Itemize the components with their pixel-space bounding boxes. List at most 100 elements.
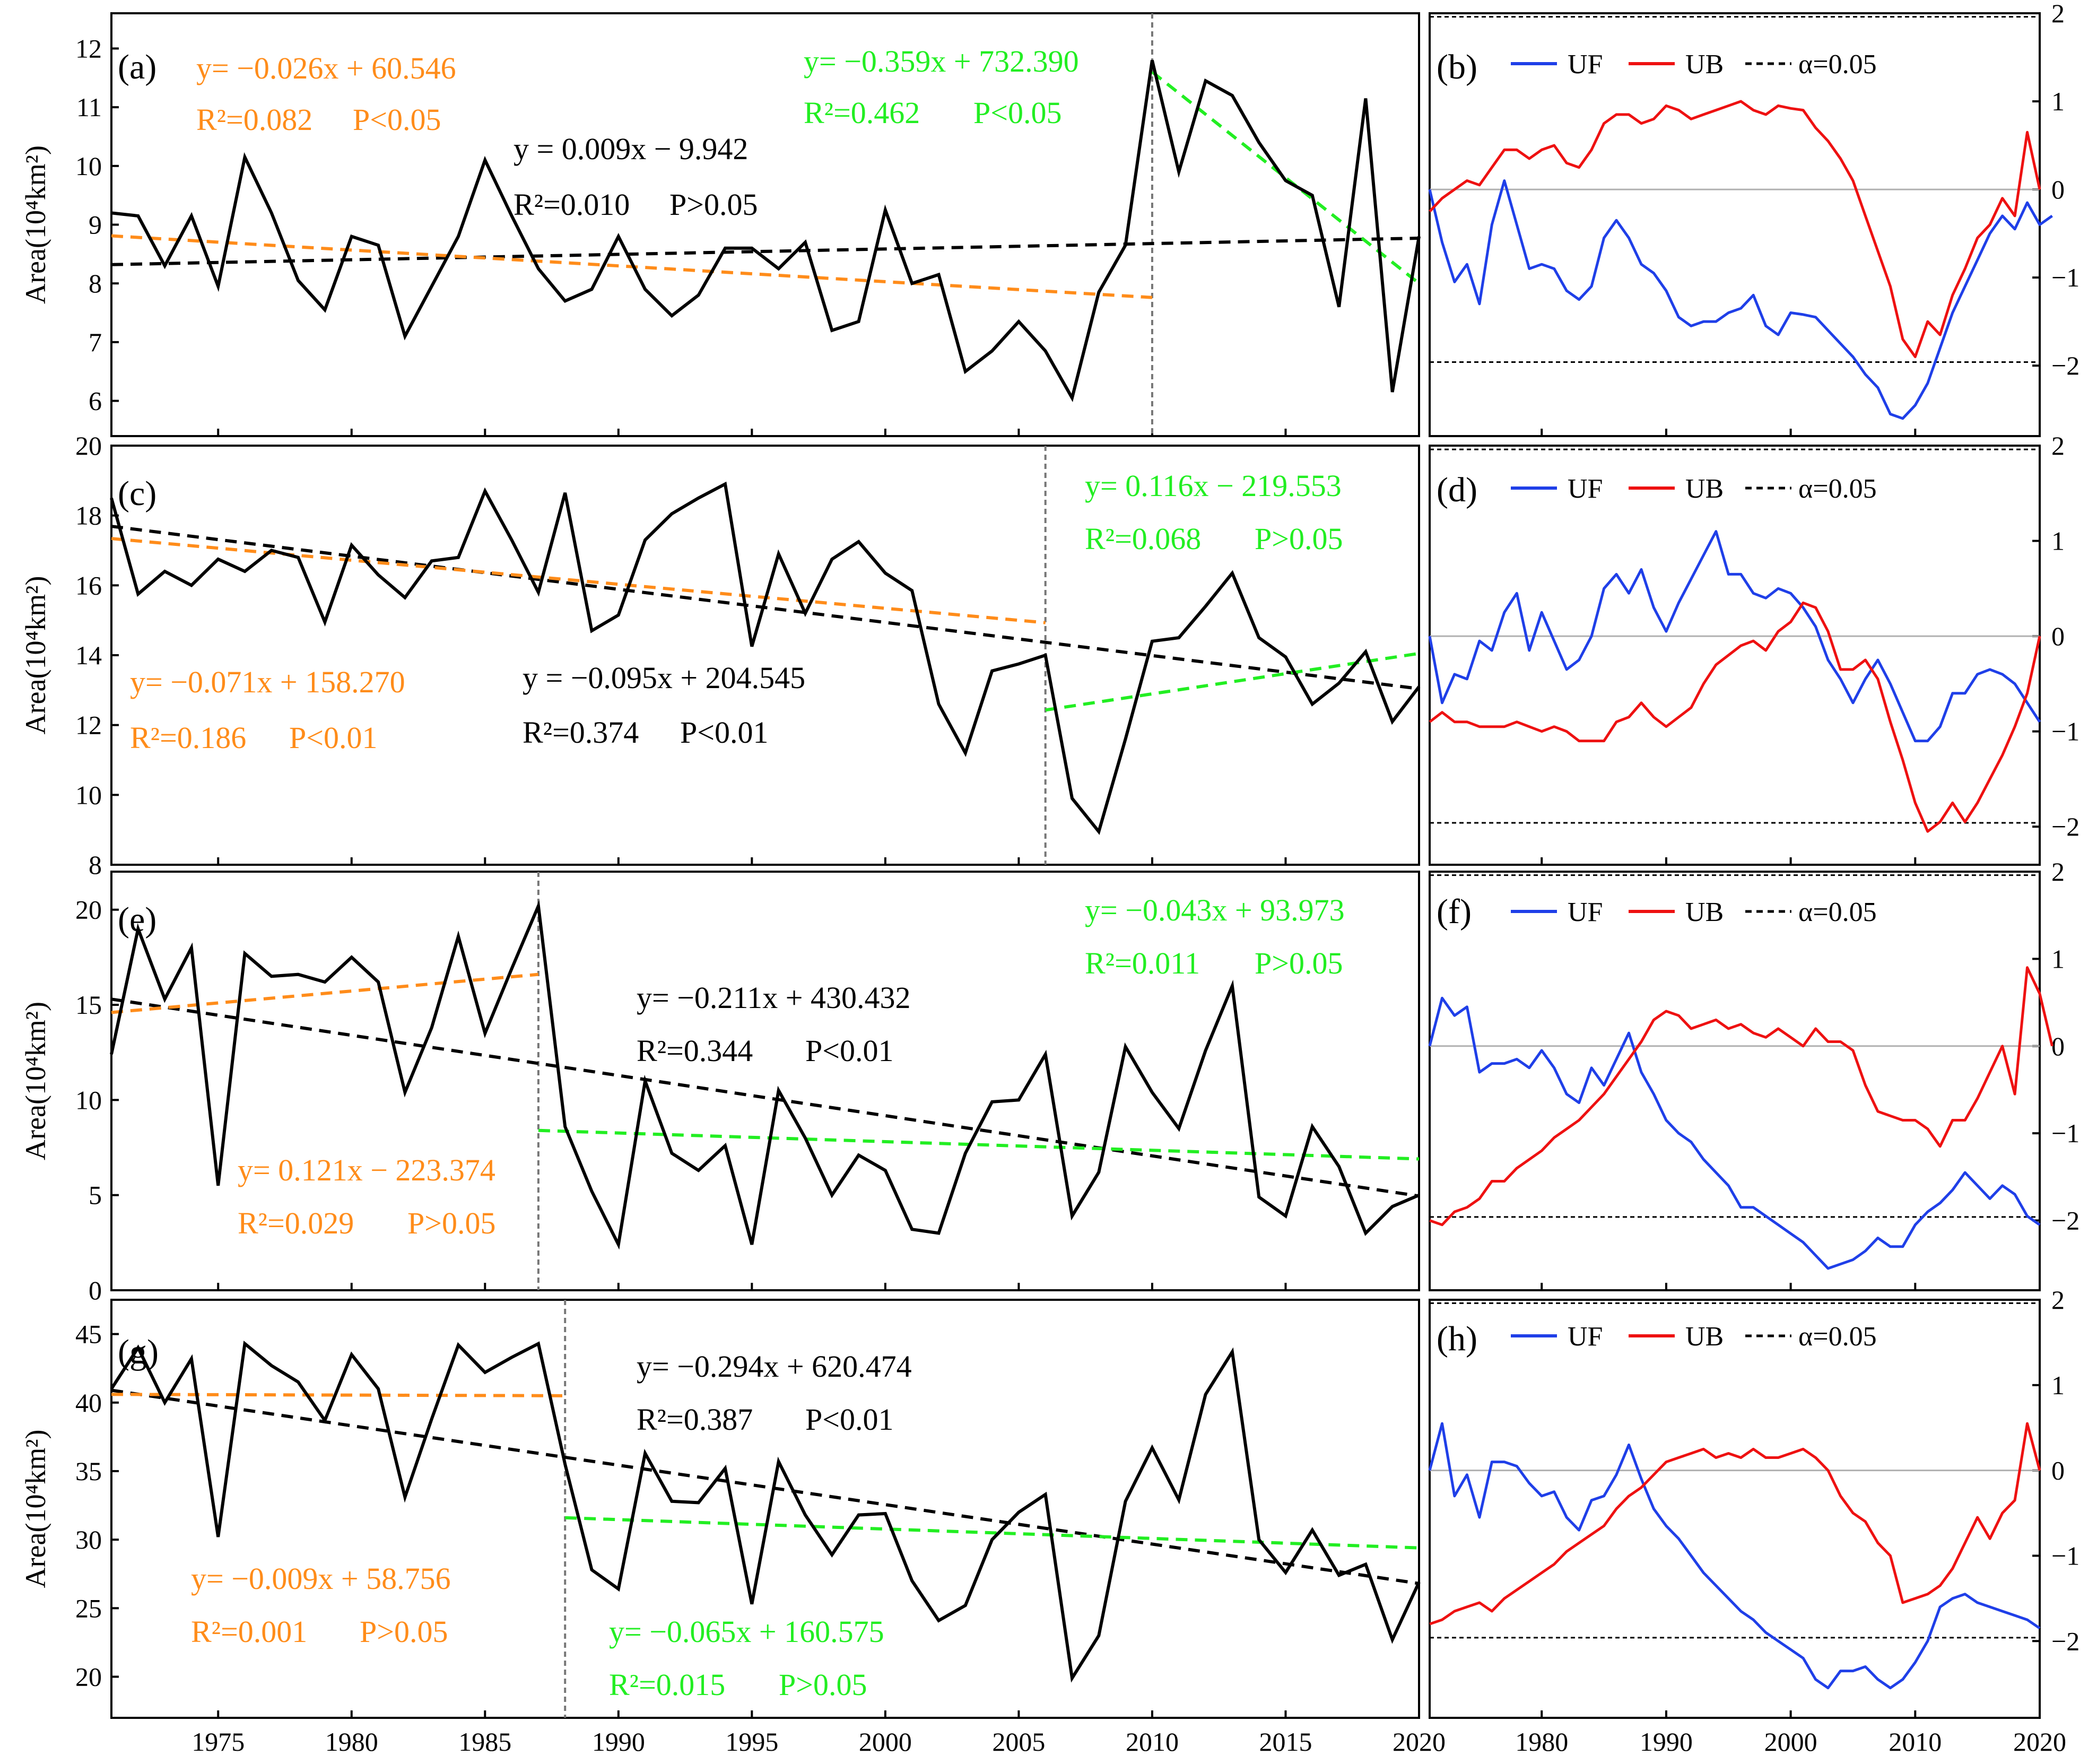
panel-g: (g) y= −0.294x + 620.474 R²=0.387 P<0.01… — [118, 1333, 912, 1702]
series-line-ub — [1429, 100, 2041, 359]
x-tick-label: 2010 — [1126, 1727, 1179, 1757]
y-tick-label: 15 — [75, 990, 102, 1020]
panel-frames — [110, 12, 2041, 1719]
y-tick-label: 1 — [2051, 526, 2065, 556]
plot-e: 0 5 10 15 20 Area(10⁴km²) — [20, 872, 1420, 1305]
plot-frame-h — [1429, 1299, 2041, 1719]
plot-d: −2 −1 0 1 2 — [1428, 431, 2079, 865]
x-tick-label: 2020 — [1393, 1727, 1446, 1757]
fit-before-r2: R²=0.001 — [191, 1614, 307, 1649]
fit-before-equation: y= −0.009x + 58.756 — [191, 1561, 451, 1596]
fit-before-p: P>0.05 — [360, 1614, 448, 1649]
panel-d: (d) UF UB α=0.05 — [1437, 471, 1877, 509]
plot-frame-d — [1429, 445, 2041, 866]
series-line-area — [110, 900, 1420, 1250]
fit-before-equation: y= 0.121x − 223.374 — [238, 1153, 495, 1187]
plot-frame-b — [1429, 12, 2041, 437]
y-tick-label: 1 — [2051, 1370, 2065, 1400]
panel-c: (c) y= 0.116x − 219.553 R²=0.068 P>0.05 … — [118, 468, 1343, 755]
fit-after-equation: y= −0.359x + 732.390 — [804, 44, 1079, 79]
y-tick-label: 8 — [89, 850, 102, 880]
y-tick-label: 11 — [76, 92, 102, 122]
x-tick-label: 2000 — [1764, 1727, 1817, 1757]
panel-label: (a) — [118, 48, 156, 86]
fit-after-p: P>0.05 — [1255, 946, 1343, 980]
series-line-ub — [1429, 601, 2041, 833]
y-axis-label: Area(10⁴km²) — [20, 576, 51, 735]
y-tick-label: 40 — [75, 1388, 102, 1418]
panel-a: (a) y= −0.026x + 60.546 R²=0.082 P<0.05 … — [118, 44, 1079, 222]
x-tick-label: 2010 — [1889, 1727, 1942, 1757]
x-tick-label: 1980 — [1515, 1727, 1568, 1757]
fit-line-all — [111, 525, 1420, 691]
series-line-uf — [1428, 996, 2041, 1270]
fit-line-after — [538, 1128, 1420, 1161]
y-tick-label: 16 — [75, 570, 102, 600]
y-tick-label: 25 — [75, 1593, 102, 1623]
y-tick-label: 0 — [2051, 1031, 2065, 1061]
fit-before-p: P<0.05 — [353, 102, 441, 137]
fit-after-equation: y= −0.043x + 93.973 — [1085, 893, 1345, 927]
y-tick-label: 9 — [89, 210, 102, 240]
panel-label: (h) — [1437, 1319, 1477, 1358]
fit-before-r2: R²=0.082 — [196, 102, 312, 137]
legend-uf-label: UF — [1568, 49, 1603, 80]
y-tick-label: 30 — [75, 1525, 102, 1554]
y-tick-label: 2 — [2051, 431, 2065, 460]
plot-frame-c — [110, 445, 1420, 866]
panel-label: (b) — [1437, 48, 1477, 86]
fit-after-equation: y= 0.116x − 219.553 — [1085, 468, 1342, 503]
y-tick-label: 12 — [75, 33, 102, 63]
fit-after-r2: R²=0.462 — [804, 95, 920, 130]
fit-all-r2: R²=0.387 — [637, 1402, 753, 1437]
legend-uf-label: UF — [1568, 897, 1603, 927]
fit-line-after — [565, 1516, 1420, 1550]
fit-all-p: P<0.01 — [805, 1402, 893, 1437]
series-line-area — [110, 481, 1421, 835]
y-tick-label: 0 — [2051, 175, 2065, 204]
y-axis-label: Area(10⁴km²) — [20, 1430, 51, 1588]
fit-line-before — [111, 537, 1046, 624]
fit-after-r2: R²=0.011 — [1085, 946, 1200, 980]
y-tick-label: −2 — [2051, 351, 2079, 380]
y-tick-label: 2 — [2051, 0, 2065, 28]
fit-line-all — [111, 1388, 1420, 1585]
fit-before-p: P<0.01 — [289, 720, 377, 755]
panel-label: (g) — [118, 1333, 159, 1371]
fit-line-before — [111, 1393, 565, 1397]
series-line-uf — [1428, 530, 2041, 743]
x-tick-label: 1980 — [325, 1727, 378, 1757]
x-tick-label: 1985 — [458, 1727, 511, 1757]
plot-b: −2 −1 0 1 2 — [1428, 0, 2079, 436]
fit-all-equation: y= −0.294x + 620.474 — [637, 1349, 912, 1384]
y-tick-label: 20 — [75, 1662, 102, 1691]
y-tick-label: 2 — [2051, 1285, 2065, 1315]
fit-after-equation: y= −0.065x + 160.575 — [609, 1614, 884, 1649]
fit-after-r2: R²=0.015 — [609, 1667, 725, 1702]
series-line-uf — [1428, 1422, 2041, 1690]
panel-label: (f) — [1437, 892, 1472, 931]
panel-label: (d) — [1437, 471, 1477, 509]
fit-line-all — [111, 236, 1420, 266]
fit-before-p: P>0.05 — [407, 1206, 495, 1240]
y-tick-label: 10 — [75, 780, 102, 810]
legend-uf-label: UF — [1568, 1322, 1603, 1352]
plot-c: 8 10 12 14 16 18 20 Area(10⁴km²) — [20, 431, 1421, 880]
panel-f: (f) UF UB α=0.05 — [1437, 892, 1877, 931]
legend-alpha-label: α=0.05 — [1798, 49, 1877, 80]
legend-uf-label: UF — [1568, 474, 1603, 504]
series-line-area — [111, 59, 1421, 402]
y-tick-label: 20 — [75, 431, 102, 460]
y-tick-label: 5 — [89, 1180, 102, 1210]
fit-all-equation: y= −0.211x + 430.432 — [637, 980, 910, 1015]
chart-marks: 6789101112Area(10⁴km²)8101214161820Area(… — [20, 0, 2079, 1757]
plot-frame-f — [1429, 871, 2041, 1291]
panel-h: (h) UF UB α=0.05 — [1437, 1319, 1877, 1358]
fit-after-p: P>0.05 — [1255, 522, 1343, 556]
fit-after-p: P>0.05 — [779, 1667, 867, 1702]
y-tick-label: 10 — [75, 151, 102, 181]
y-tick-label: 35 — [75, 1456, 102, 1486]
legend-ub-label: UB — [1685, 49, 1724, 80]
y-tick-label: 0 — [2051, 621, 2065, 651]
x-tick-label: 1995 — [725, 1727, 778, 1757]
